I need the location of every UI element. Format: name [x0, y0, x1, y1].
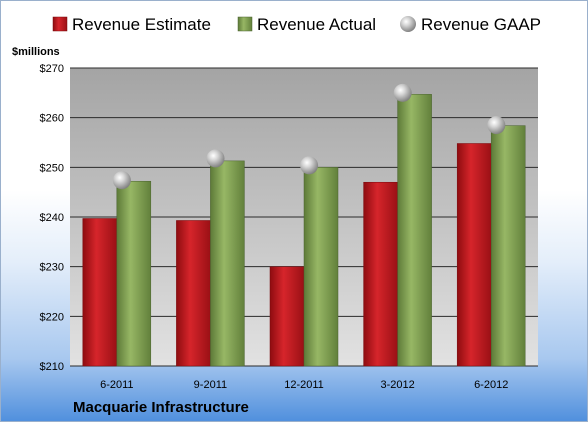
y-tick-label: $240	[40, 212, 64, 224]
y-tick-label: $260	[40, 113, 64, 125]
y-tick-label: $230	[40, 262, 64, 274]
y-tick-label: $210	[40, 361, 64, 373]
marker-revenue-gaap	[487, 116, 506, 135]
bar-revenue-actual	[397, 94, 432, 367]
legend-swatch-revenue-estimate	[52, 16, 68, 32]
x-tick-label: 3-2012	[380, 379, 414, 391]
x-tick-label: 6-2012	[474, 379, 508, 391]
legend-label-revenue-estimate: Revenue Estimate	[72, 15, 211, 34]
x-tick-label: 9-2011	[194, 379, 227, 391]
y-axis-ticks: $210 $220 $230 $240 $250 $260 $270	[40, 63, 64, 373]
bar-revenue-actual	[303, 167, 339, 367]
bar-revenue-actual	[490, 125, 526, 367]
legend-marker-revenue-gaap	[400, 16, 416, 32]
bar-revenue-estimate	[269, 266, 305, 367]
gaap-markers	[112, 83, 506, 190]
bar-revenue-actual	[210, 160, 245, 367]
bar-revenue-estimate	[82, 218, 118, 367]
bar-revenue-actual	[116, 180, 152, 367]
bars	[82, 94, 526, 367]
legend: Revenue Estimate Revenue Actual Revenue …	[52, 15, 541, 34]
bar-revenue-estimate	[363, 181, 398, 367]
x-axis-ticks: 6-2011 9-2011 12-2011 3-2012 6-2012	[100, 379, 508, 391]
marker-revenue-gaap	[206, 149, 225, 168]
y-axis-unit-label: $millions	[12, 46, 60, 58]
y-tick-label: $250	[40, 162, 64, 174]
bar-revenue-estimate	[456, 143, 492, 367]
bar-revenue-estimate	[176, 220, 211, 367]
x-tick-label: 12-2011	[284, 379, 324, 391]
x-tick-label: 6-2011	[100, 379, 133, 391]
y-tick-label: $220	[40, 311, 64, 323]
marker-revenue-gaap	[393, 83, 412, 102]
legend-swatch-revenue-actual	[237, 16, 253, 32]
marker-revenue-gaap	[112, 171, 131, 190]
legend-label-revenue-gaap: Revenue GAAP	[421, 15, 541, 34]
legend-label-revenue-actual: Revenue Actual	[257, 15, 376, 34]
marker-revenue-gaap	[300, 156, 319, 175]
y-tick-label: $270	[40, 63, 64, 75]
company-name: Macquarie Infrastructure	[73, 399, 249, 416]
